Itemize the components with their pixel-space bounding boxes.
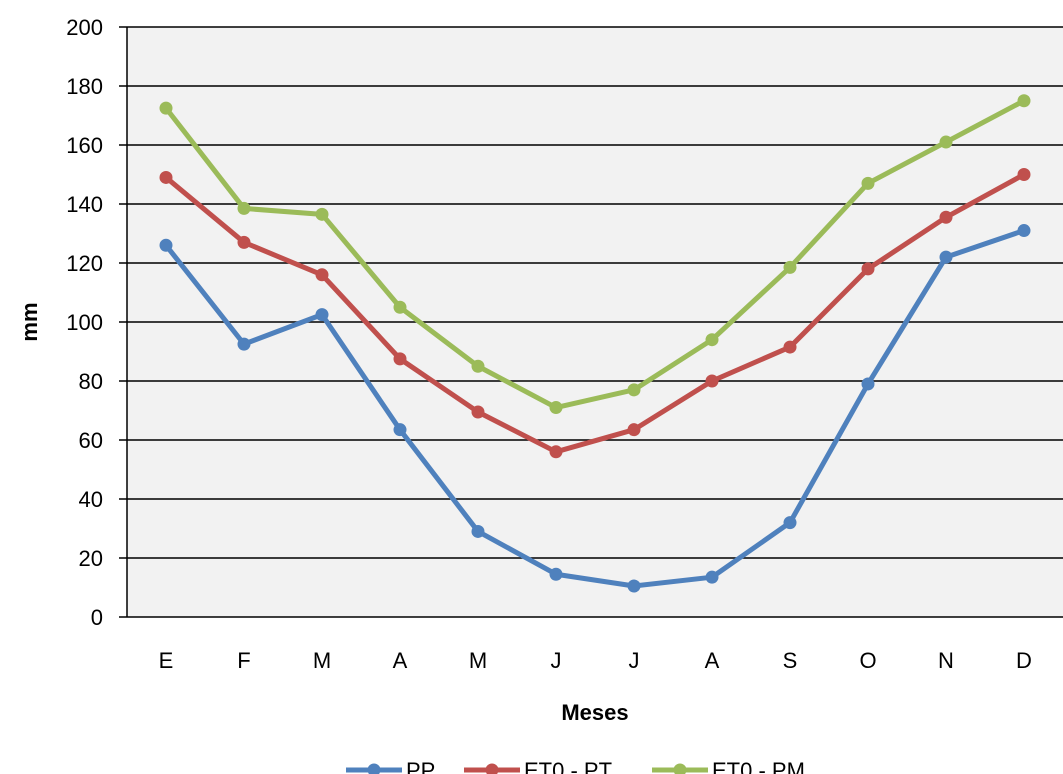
legend-label: ET0 - PT (524, 758, 612, 774)
data-point (705, 374, 719, 388)
data-point (471, 524, 485, 538)
data-point (393, 352, 407, 366)
data-point (315, 308, 329, 322)
series-line (163, 98, 1027, 411)
data-point (315, 268, 329, 282)
series-2 (159, 168, 1031, 459)
data-point (315, 207, 329, 221)
x-tick-label: M (313, 648, 331, 673)
series-group (159, 94, 1031, 593)
data-point (237, 201, 251, 215)
data-point (861, 176, 875, 190)
x-tick-label: A (705, 648, 720, 673)
x-tick-label: A (393, 648, 408, 673)
data-point (705, 333, 719, 347)
data-point (393, 300, 407, 314)
legend-item: ET0 - PT (464, 758, 612, 774)
legend-item: PP (346, 758, 435, 774)
data-point (939, 250, 953, 264)
x-tick-label: N (938, 648, 954, 673)
x-tick-label: M (469, 648, 487, 673)
data-point (159, 238, 173, 252)
data-point (549, 445, 563, 459)
x-axis-title: Meses (561, 700, 628, 725)
x-tick-label: S (783, 648, 798, 673)
y-tick-label: 0 (91, 605, 103, 630)
legend-label: PP (406, 758, 435, 774)
x-tick-label: J (551, 648, 562, 673)
y-tick-label: 200 (66, 15, 103, 40)
x-tick-label: E (159, 648, 174, 673)
data-point (783, 340, 797, 354)
y-tick-label: 140 (66, 192, 103, 217)
y-tick-label: 80 (79, 369, 103, 394)
data-point (471, 359, 485, 373)
data-point (549, 401, 563, 415)
data-point (237, 235, 251, 249)
data-point (783, 516, 797, 530)
legend-marker (485, 763, 499, 774)
legend: PP ET0 - PT ET0 - PM (346, 758, 805, 774)
data-point (471, 405, 485, 419)
data-point (237, 337, 251, 351)
legend-marker (673, 763, 687, 774)
x-tick-label: O (859, 648, 876, 673)
data-point (1017, 94, 1031, 108)
y-tick-label: 160 (66, 133, 103, 158)
data-point (549, 567, 563, 581)
data-point (627, 423, 641, 437)
data-point (1017, 168, 1031, 181)
data-point (939, 135, 953, 149)
series-line (163, 172, 1027, 455)
legend-marker (367, 763, 381, 774)
y-tick-label: 100 (66, 310, 103, 335)
data-point (627, 579, 641, 593)
data-point (159, 170, 173, 184)
y-tick-label: 40 (79, 487, 103, 512)
data-point (861, 377, 875, 391)
data-point (783, 260, 797, 274)
legend-item: ET0 - PM (652, 758, 805, 774)
data-point (861, 262, 875, 276)
series-line (163, 228, 1027, 589)
series-1 (159, 224, 1031, 593)
legend-label: ET0 - PM (712, 758, 805, 774)
data-point (627, 383, 641, 397)
data-point (1017, 224, 1031, 238)
y-tick-label: 120 (66, 251, 103, 276)
x-tick-label: D (1016, 648, 1032, 673)
y-tick-label: 20 (79, 546, 103, 571)
data-point (939, 210, 953, 224)
x-tick-label: J (629, 648, 640, 673)
y-tick-label: 180 (66, 74, 103, 99)
y-axis-title: mm (17, 302, 42, 341)
series-3 (159, 94, 1031, 415)
y-tick-label: 60 (79, 428, 103, 453)
data-point (159, 101, 173, 115)
y-tick-labels: 0 20 40 60 80 100 120 140 160 180 200 (66, 15, 127, 630)
data-point (705, 570, 719, 584)
data-point (393, 423, 407, 437)
x-tick-label: F (237, 648, 250, 673)
